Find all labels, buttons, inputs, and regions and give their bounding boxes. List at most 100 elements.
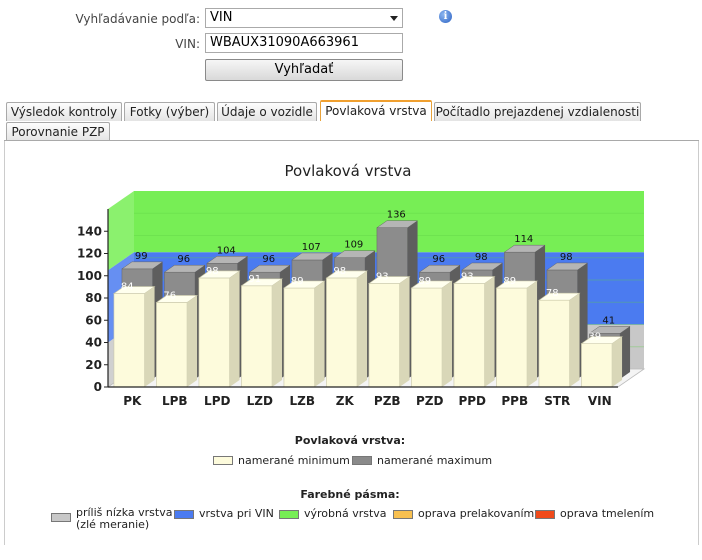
- legend-min-label: namerané minimum: [238, 454, 350, 467]
- bar-min-8: [453, 283, 485, 388]
- search-by-select[interactable]: VIN: [205, 8, 403, 28]
- x-tick-label-10: STR: [544, 394, 570, 408]
- bar-min-label-11: 39: [588, 332, 601, 343]
- x-tick-label-4: LZB: [290, 394, 316, 408]
- bar-max-label-7: 96: [432, 254, 445, 265]
- bar-min-side-0: [144, 286, 155, 387]
- vin-input[interactable]: WBAUX31090A663961: [205, 33, 403, 53]
- legend-band-filler-label: oprava tmelením: [560, 507, 655, 520]
- tab-fotky[interactable]: Fotky (výber): [124, 102, 215, 121]
- bar-min-side-7: [442, 280, 453, 387]
- bar-max-label-11: 41: [602, 315, 615, 326]
- legend-band-low-swatch: [51, 513, 71, 522]
- bar-min-label-9: 89: [503, 276, 516, 287]
- coating-chart: Povlaková vrstva 99 84 PK 96 76 LPB 104 98 LPD 96…: [77, 162, 646, 408]
- bar-min-side-11: [612, 336, 623, 387]
- tab-povlakova-vrstva[interactable]: Povlaková vrstva: [320, 100, 432, 121]
- bar-min-4: [283, 287, 315, 388]
- x-tick-label-6: PZB: [374, 394, 401, 408]
- bar-min-label-4: 89: [291, 276, 304, 287]
- bar-min-1: [156, 302, 188, 388]
- legend-band-vin-swatch: [174, 510, 194, 519]
- chevron-down-icon: [390, 16, 398, 21]
- x-tick-label-7: PZD: [416, 394, 443, 408]
- y-tick-label-6: 120: [77, 247, 102, 261]
- bar-min-7: [411, 287, 443, 388]
- bar-min-2: [198, 277, 230, 388]
- band-side-2: [108, 191, 134, 271]
- bar-min-side-9: [527, 280, 538, 387]
- chart-title: Povlaková vrstva: [285, 162, 412, 180]
- bar-min-label-3: 91: [248, 274, 261, 285]
- bar-min-label-1: 76: [163, 290, 176, 301]
- y-tick-label-3: 60: [85, 313, 102, 327]
- bar-max-label-1: 96: [177, 254, 190, 265]
- bar-min-side-5: [357, 270, 368, 387]
- x-tick-label-5: ZK: [336, 394, 355, 408]
- info-icon[interactable]: i: [439, 10, 452, 23]
- x-tick-label-2: LPD: [204, 394, 230, 408]
- bar-min-side-4: [314, 280, 325, 387]
- bar-min-side-8: [484, 276, 495, 387]
- y-tick-label-1: 20: [85, 358, 102, 372]
- bar-min-label-2: 98: [206, 266, 219, 277]
- x-tick-label-9: PPB: [501, 394, 528, 408]
- bar-min-label-8: 93: [461, 272, 474, 283]
- search-by-label: Vyhľadávanie podľa:: [75, 12, 200, 26]
- vin-label: VIN:: [175, 37, 200, 51]
- bands-legend-title: Farebné pásma:: [300, 488, 400, 501]
- bar-min-side-6: [399, 276, 410, 387]
- bar-max-label-10: 98: [560, 252, 573, 263]
- bar-max-label-3: 96: [262, 254, 275, 265]
- legend-max-label: namerané maximum: [377, 454, 493, 467]
- bar-max-label-8: 98: [475, 252, 488, 263]
- legend-band-low-line2: (zlé meranie): [76, 518, 150, 531]
- x-tick-label-11: VIN: [588, 394, 612, 408]
- bar-max-label-6: 136: [387, 210, 406, 221]
- bar-min-side-1: [187, 295, 198, 387]
- legend-max-swatch: [352, 456, 372, 465]
- search-button[interactable]: Vyhľadať: [205, 59, 403, 81]
- y-tick-label-2: 40: [85, 336, 102, 350]
- search-by-value: VIN: [210, 10, 233, 25]
- bar-min-0: [113, 293, 145, 388]
- tab-udaje-o-vozidle[interactable]: Údaje o vozidle: [217, 102, 317, 121]
- tab-porovnanie-pzp[interactable]: Porovnanie PZP: [6, 122, 110, 141]
- bar-max-label-4: 107: [302, 242, 321, 253]
- bar-min-6: [368, 283, 400, 388]
- x-tick-label-8: PPD: [458, 394, 486, 408]
- bar-min-5: [326, 277, 358, 388]
- legend-band-vin-label: vrstva pri VIN: [199, 507, 274, 520]
- bar-max-label-2: 104: [217, 245, 236, 256]
- bar-min-side-2: [229, 270, 240, 387]
- bar-min-side-10: [569, 293, 580, 387]
- y-tick-label-5: 100: [77, 269, 102, 283]
- legend-band-low-label: príliš nízka vrstva (zlé meranie): [76, 507, 172, 531]
- bar-max-label-9: 114: [514, 234, 533, 245]
- bar-min-side-3: [272, 278, 283, 387]
- bar-min-label-7: 89: [418, 276, 431, 287]
- legend-band-repaint-label: oprava prelakovaním: [418, 507, 535, 520]
- legend-band-factory-label: výrobná vrstva: [304, 507, 387, 520]
- bar-max-side-11: [620, 326, 631, 379]
- x-tick-label-0: PK: [123, 394, 142, 408]
- bar-min-11: [581, 343, 613, 388]
- legend-band-factory-swatch: [279, 510, 299, 519]
- y-tick-label-7: 140: [77, 224, 102, 238]
- tab-divider: [4, 140, 699, 141]
- legend-band-repaint-swatch: [393, 510, 413, 519]
- bar-min-label-0: 84: [121, 282, 134, 293]
- legend-band-filler-swatch: [535, 510, 555, 519]
- bar-min-label-5: 98: [333, 266, 346, 277]
- bar-min-9: [496, 287, 528, 388]
- tab-pocitadlo[interactable]: Počítadlo prejazdenej vzdialenosti: [434, 102, 641, 121]
- bar-min-label-10: 78: [546, 288, 559, 299]
- y-tick-label-0: 0: [94, 380, 102, 394]
- bar-max-label-0: 99: [135, 251, 148, 262]
- x-tick-label-1: LPB: [162, 394, 188, 408]
- bar-min-label-6: 93: [376, 272, 389, 283]
- tab-panel: [4, 141, 699, 545]
- tab-vysledok-kontroly[interactable]: Výsledok kontroly: [6, 102, 122, 121]
- bar-min-10: [538, 299, 570, 388]
- legend-min-swatch: [213, 456, 233, 465]
